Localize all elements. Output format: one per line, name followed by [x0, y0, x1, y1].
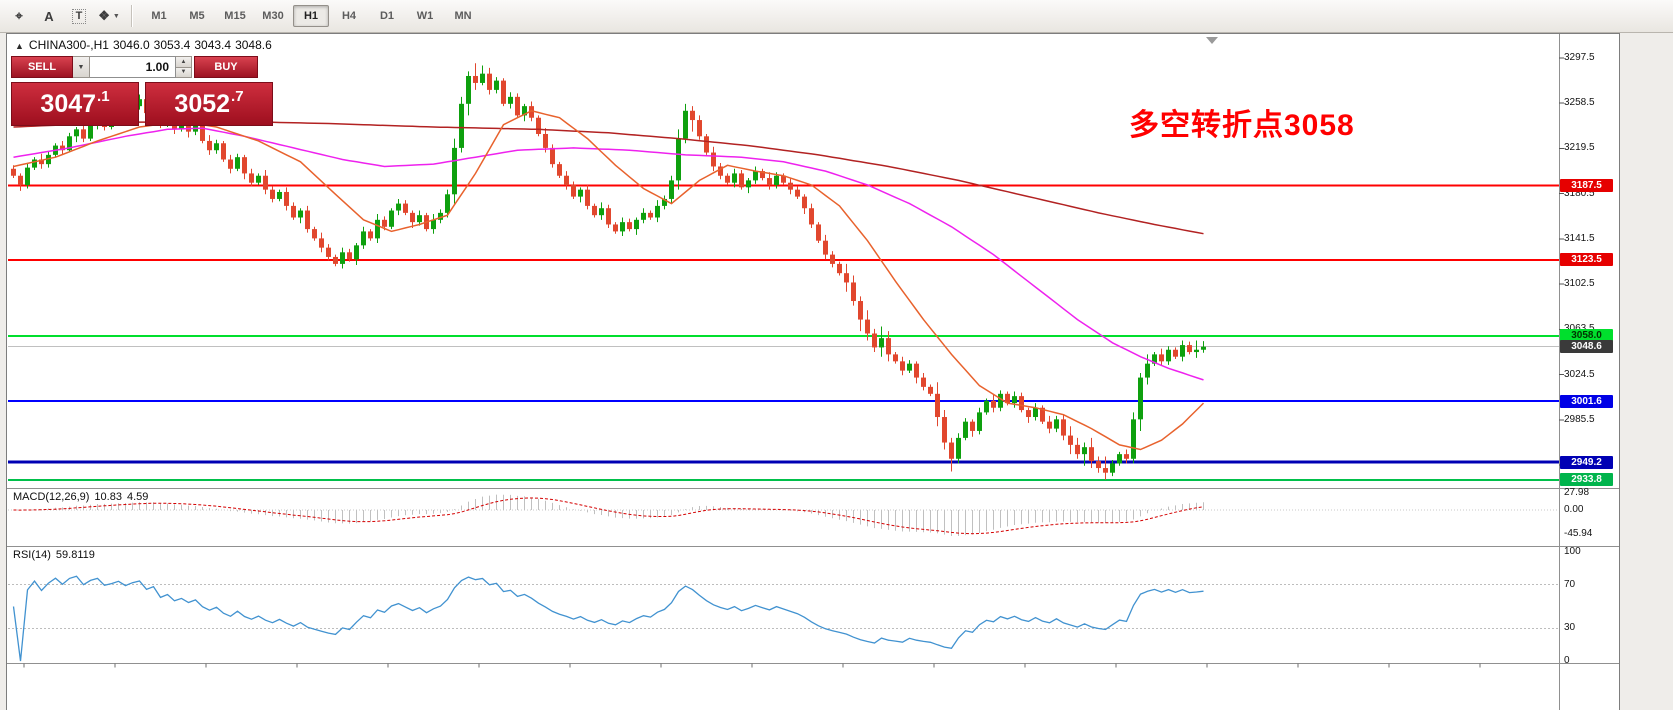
volume-input[interactable]: 1.00 [90, 56, 176, 78]
price-tick-label: 3297.5 [1564, 52, 1595, 63]
timeframe-h4[interactable]: H4 [341, 10, 357, 22]
rsi-axis-label: 0 [1564, 655, 1570, 666]
timeframe-m30[interactable]: M30 [262, 10, 284, 22]
toolbar-separator [131, 5, 133, 27]
moving-average-lines [13, 110, 1205, 451]
pane-separators [7, 34, 1619, 710]
ask-price-main: 3052 [174, 90, 231, 118]
price-badge-3123.5: 3123.5 [1560, 253, 1613, 267]
price-badge-3058.0: 3058.0 [1560, 329, 1613, 343]
rsi-value: 59.8119 [55, 549, 95, 561]
price-tick-label: 3024.5 [1564, 368, 1595, 380]
bid-price-main: 3047 [40, 90, 97, 118]
price-chart-canvas[interactable] [7, 34, 1619, 710]
price-tick-label: 3063.5 [1564, 323, 1618, 335]
ohlc-header: ▲ CHINA300-,H1 3046.0 3053.4 3043.4 3048.6 [15, 38, 276, 52]
close-value: 3048.6 [235, 38, 272, 52]
rsi-name: RSI(14) [13, 549, 51, 561]
price-badge-3048.6: 3048.6 [1560, 340, 1613, 354]
price-badge-2949.2: 2949.2 [1560, 455, 1613, 469]
rsi-pane [8, 575, 1559, 662]
macd-main-value: 10.83 [94, 491, 122, 503]
crosshair-icon[interactable]: ⌖ [15, 8, 23, 23]
timeframe-group: M1 M5 M15 M30 H1 H4 D1 W1 MN [140, 5, 482, 27]
volume-increase-button[interactable]: ▲ [176, 56, 192, 68]
price-tick-label: 3219.5 [1564, 142, 1595, 154]
shapes-tool-icon[interactable]: ❖ ▼ [98, 8, 120, 23]
price-badge-2933.8: 2933.8 [1560, 473, 1613, 487]
sell-button[interactable]: SELL [11, 56, 73, 78]
volume-dropdown-button[interactable]: ▼ [73, 56, 90, 78]
price-tick-label: 3102.5 [1564, 278, 1595, 290]
symbol-label: CHINA300-,H1 [28, 38, 109, 52]
toolbar-icons: ⌖ A T ❖ ▼ [4, 3, 124, 29]
horizontal-level-lines [8, 184, 1559, 481]
chart-annotation-text[interactable]: 多空转折点3058 [1129, 109, 1355, 142]
macd-axis-label: 27.98 [1564, 487, 1590, 498]
price-badge-3187.5: 3187.5 [1560, 179, 1613, 193]
price-badge-3001.6: 3001.6 [1560, 394, 1613, 408]
price-tick-label: 3258.5 [1564, 97, 1595, 109]
timeframe-mn[interactable]: MN [454, 10, 472, 22]
macd-axis-label: 0.00 [1564, 504, 1584, 515]
macd-axis-label: -45.94 [1564, 528, 1593, 539]
timeframe-w1[interactable]: W1 [416, 10, 434, 22]
one-click-toggle-icon[interactable]: ▲ [15, 41, 24, 51]
chart-window: ▲ CHINA300-,H1 3046.0 3053.4 3043.4 3048.6 SE… [6, 33, 1620, 710]
timeframe-h1[interactable]: H1 [293, 5, 329, 27]
open-value: 3046.0 [112, 38, 150, 52]
price-tick-label: 3141.5 [1564, 232, 1595, 244]
text-label-tool-icon[interactable]: T [65, 3, 93, 29]
main-toolbar: ⌖ A T ❖ ▼ M1 M5 M15 M30 H1 H4 D1 W1 MN [0, 0, 1673, 33]
low-value: 3043.4 [194, 38, 232, 52]
macd-label: MACD(12,26,9) 10.83 4.59 [13, 491, 153, 503]
macd-pane [8, 494, 1559, 536]
ma-slow [13, 127, 1204, 381]
ma-fast [13, 110, 1205, 451]
bid-price-fraction: .1 [97, 88, 110, 105]
timeframe-m5[interactable]: M5 [189, 10, 205, 22]
rsi-axis-label: 70 [1564, 579, 1576, 590]
timeframe-m15[interactable]: M15 [224, 10, 246, 22]
rsi-label: RSI(14) 59.8119 [13, 549, 100, 561]
price-tick-label: 3180.5 [1564, 187, 1595, 199]
caret-down-icon: ▼ [77, 63, 85, 71]
ask-price-fraction: .7 [231, 88, 244, 105]
text-tool-icon[interactable]: A [44, 8, 54, 24]
ask-price-tile[interactable]: 3052 .7 [145, 82, 273, 126]
volume-decrease-button[interactable]: ▼ [176, 67, 192, 78]
one-click-trading-panel: SELL ▼ 1.00 ▲ ▼ BUY 3047 .1 3052 .7 [11, 56, 275, 126]
high-value: 3053.4 [153, 38, 191, 52]
macd-name: MACD(12,26,9) [13, 491, 90, 503]
rsi-axis-label: 30 [1564, 622, 1576, 633]
chart-shift-marker[interactable] [1206, 37, 1218, 44]
rsi-axis-label: 100 [1564, 546, 1581, 557]
time-axis-ticks[interactable] [23, 663, 1481, 668]
timeframe-d1[interactable]: D1 [379, 10, 395, 22]
dropdown-arrow-icon: ▼ [112, 12, 120, 20]
volume-spinner: ▲ ▼ [176, 56, 192, 78]
timeframe-m1[interactable]: M1 [151, 10, 167, 22]
price-tick-label: 2985.5 [1564, 413, 1595, 425]
bid-price-tile[interactable]: 3047 .1 [11, 82, 139, 126]
macd-signal-value: 4.59 [126, 491, 149, 503]
buy-button[interactable]: BUY [194, 56, 258, 78]
